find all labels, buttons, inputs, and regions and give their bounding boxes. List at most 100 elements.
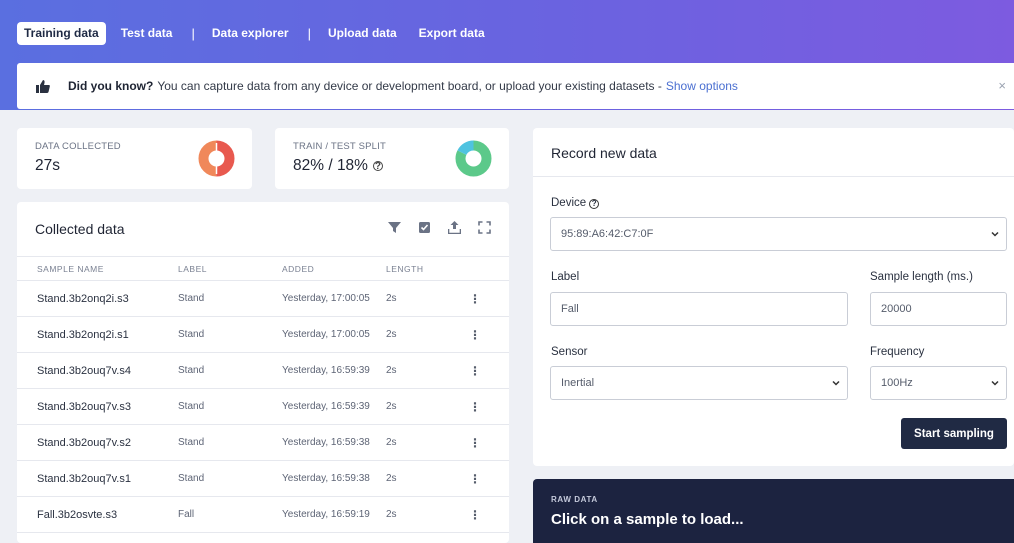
show-options-link[interactable]: Show options	[665, 79, 738, 93]
expand-icon[interactable]	[478, 221, 492, 235]
sample-length: 2s	[386, 352, 466, 389]
label-label: Label	[551, 271, 580, 283]
sample-length-value: 20000	[881, 303, 912, 315]
chevron-down-icon	[991, 380, 999, 386]
sample-added: Yesterday, 17:00:05	[282, 316, 386, 353]
table-row[interactable]: Stand.3b2ouq7v.s1 Stand Yesterday, 16:59…	[17, 460, 509, 497]
sensor-select[interactable]: Inertial	[550, 366, 848, 400]
row-menu-icon[interactable]: ⋮	[466, 352, 509, 389]
collected-data-card: Collected data SAMPLE NAME LABEL ADDED L…	[17, 202, 509, 543]
samples-table: SAMPLE NAME LABEL ADDED LENGTH Stand.3b2…	[17, 256, 509, 533]
chevron-down-icon	[991, 231, 999, 237]
col-sample-name[interactable]: SAMPLE NAME	[17, 256, 178, 281]
thumbs-up-icon	[36, 78, 52, 94]
tab-data-explorer[interactable]: Data explorer	[211, 26, 289, 40]
table-row[interactable]: Stand.3b2ouq7v.s4 Stand Yesterday, 16:59…	[17, 352, 509, 389]
sample-length: 2s	[386, 424, 466, 461]
sample-length: 2s	[386, 496, 466, 533]
tab-export-data[interactable]: Export data	[418, 26, 485, 40]
row-menu-icon[interactable]: ⋮	[466, 280, 509, 317]
frequency-value: 100Hz	[881, 377, 913, 389]
col-added[interactable]: ADDED	[282, 256, 386, 281]
sample-name: Stand.3b2ouq7v.s1	[17, 460, 178, 497]
device-select[interactable]: 95:89:A6:42:C7:0F	[550, 217, 1007, 251]
device-value: 95:89:A6:42:C7:0F	[561, 228, 654, 240]
help-icon[interactable]: ?	[372, 160, 383, 172]
row-menu-icon[interactable]: ⋮	[466, 424, 509, 461]
sample-length: 2s	[386, 388, 466, 425]
data-collected-value: 27s	[35, 157, 60, 174]
upload-icon[interactable]	[448, 221, 462, 235]
tab-separator: |	[191, 26, 195, 41]
data-collected-card: DATA COLLECTED 27s	[17, 128, 252, 189]
sample-label: Stand	[178, 424, 282, 461]
check-square-icon[interactable]	[418, 221, 432, 235]
sample-added: Yesterday, 17:00:05	[282, 280, 386, 317]
tab-test-data[interactable]: Test data	[120, 26, 173, 40]
sample-length: 2s	[386, 316, 466, 353]
sample-added: Yesterday, 16:59:19	[282, 496, 386, 533]
tip-title: Did you know?	[68, 79, 154, 93]
tab-separator: |	[307, 26, 311, 41]
record-data-card: Record new data Device? 95:89:A6:42:C7:0…	[533, 128, 1014, 466]
table-row[interactable]: Stand.3b2ouq7v.s2 Stand Yesterday, 16:59…	[17, 424, 509, 461]
table-row[interactable]: Stand.3b2onq2i.s1 Stand Yesterday, 17:00…	[17, 316, 509, 353]
train-test-value: 82% / 18%	[293, 157, 368, 174]
sample-added: Yesterday, 16:59:39	[282, 388, 386, 425]
col-label[interactable]: LABEL	[178, 256, 282, 281]
sample-length-input[interactable]: 20000	[870, 292, 1007, 326]
sample-name: Stand.3b2ouq7v.s2	[17, 424, 178, 461]
table-row[interactable]: Stand.3b2ouq7v.s3 Stand Yesterday, 16:59…	[17, 388, 509, 425]
row-menu-icon[interactable]: ⋮	[466, 460, 509, 497]
sample-length: 2s	[386, 280, 466, 317]
device-label: Device	[551, 197, 587, 209]
label-input[interactable]: Fall	[550, 292, 848, 326]
table-row[interactable]: Stand.3b2onq2i.s3 Stand Yesterday, 17:00…	[17, 280, 509, 317]
train-test-split-card: TRAIN / TEST SPLIT 82% / 18%?	[275, 128, 509, 189]
data-collected-label: DATA COLLECTED	[35, 141, 121, 152]
col-length[interactable]: LENGTH	[386, 256, 466, 281]
data-collected-donut	[198, 140, 235, 177]
help-icon[interactable]: ?	[589, 199, 600, 209]
sample-name: Stand.3b2ouq7v.s3	[17, 388, 178, 425]
train-test-donut	[455, 140, 492, 177]
raw-data-card: RAW DATA Click on a sample to load...	[533, 479, 1014, 543]
tip-text: You can capture data from any device or …	[157, 79, 662, 93]
sample-name: Stand.3b2onq2i.s3	[17, 280, 178, 317]
record-title: Record new data	[551, 145, 657, 161]
chevron-down-icon	[832, 380, 840, 386]
train-test-label: TRAIN / TEST SPLIT	[293, 141, 386, 152]
tab-training-data[interactable]: Training data	[17, 22, 106, 45]
table-row[interactable]: Fall.3b2osvte.s3 Fall Yesterday, 16:59:1…	[17, 496, 509, 533]
frequency-select[interactable]: 100Hz	[870, 366, 1007, 400]
sample-added: Yesterday, 16:59:38	[282, 460, 386, 497]
label-value: Fall	[561, 303, 579, 315]
sample-added: Yesterday, 16:59:39	[282, 352, 386, 389]
donut-test-segment	[455, 140, 492, 177]
table-header-row: SAMPLE NAME LABEL ADDED LENGTH	[17, 256, 509, 281]
tab-upload-data[interactable]: Upload data	[327, 26, 397, 40]
sample-name: Stand.3b2onq2i.s1	[17, 316, 178, 353]
sample-name: Stand.3b2ouq7v.s4	[17, 352, 178, 389]
collected-data-title: Collected data	[35, 221, 125, 237]
close-icon[interactable]: ×	[998, 78, 1006, 93]
divider	[533, 176, 1014, 177]
sample-label: Stand	[178, 388, 282, 425]
sample-label: Stand	[178, 352, 282, 389]
frequency-label: Frequency	[870, 346, 925, 358]
row-menu-icon[interactable]: ⋮	[466, 316, 509, 353]
sample-length-label: Sample length (ms.)	[870, 271, 973, 283]
row-menu-icon[interactable]: ⋮	[466, 388, 509, 425]
row-menu-icon[interactable]: ⋮	[466, 496, 509, 533]
raw-data-label: RAW DATA	[551, 495, 598, 504]
sensor-value: Inertial	[561, 377, 595, 389]
filter-icon[interactable]	[388, 221, 402, 235]
tip-banner: Did you know? You can capture data from …	[17, 63, 1014, 109]
sample-label: Fall	[178, 496, 282, 533]
sample-added: Yesterday, 16:59:38	[282, 424, 386, 461]
sample-label: Stand	[178, 460, 282, 497]
sample-length: 2s	[386, 460, 466, 497]
tab-bar: Training data Test data | Data explorer …	[17, 22, 500, 45]
start-sampling-button[interactable]: Start sampling	[901, 418, 1007, 449]
sensor-label: Sensor	[551, 346, 588, 358]
